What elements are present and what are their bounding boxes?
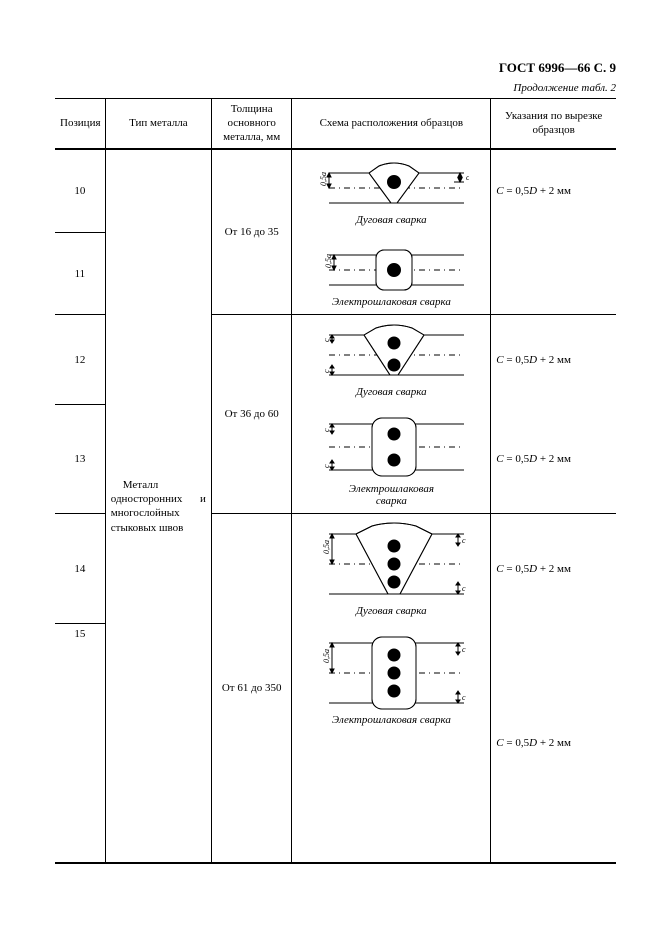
ind-12: C = 0,5D + 2 мм xyxy=(491,315,616,405)
col-type: Тип металла xyxy=(105,99,211,150)
pos-11: 11 xyxy=(55,232,105,315)
weld-label-arc-14: Дуговая сварка xyxy=(311,605,471,617)
scheme-15: 0,5a c c Электрошлаковая сварка xyxy=(292,623,491,863)
svg-text:0,5a: 0,5a xyxy=(322,540,331,554)
weld-label-eslag-13: Электрошлаковая сварка xyxy=(311,483,471,507)
svg-text:c: c xyxy=(322,428,331,432)
metal-type-text: Металл односторонних и многослойных стык… xyxy=(111,478,206,535)
svg-text:0,5a: 0,5a xyxy=(324,254,333,268)
weld-label-arc-10: Дуговая сварка xyxy=(311,214,471,226)
scheme-11: 0,5a Электрошлаковая сварка xyxy=(292,232,491,315)
scheme-12: c c Дуговая сварка xyxy=(292,315,491,405)
weld-eslag-3dot: 0,5a c c Электрошлаковая сварка xyxy=(311,631,471,726)
weld-label-arc-12: Дуговая сварка xyxy=(311,386,471,398)
thick-r1: От 16 до 35 xyxy=(211,149,291,315)
svg-text:c: c xyxy=(462,693,466,702)
weld-arc-3dot-v: 0,5a c c Дуговая сварка xyxy=(311,522,471,617)
weld-label-eslag-11: Электрошлаковая сварка xyxy=(311,296,471,308)
col-pos: Позиция xyxy=(55,99,105,150)
ind-15: C = 0,5D + 2 мм xyxy=(491,623,616,863)
svg-text:0,5a: 0,5a xyxy=(319,172,328,186)
weld-eslag-1dot: 0,5a Электрошлаковая сварка xyxy=(311,240,471,308)
svg-text:c: c xyxy=(462,584,466,593)
svg-text:c: c xyxy=(322,338,331,342)
svg-text:c: c xyxy=(462,645,466,654)
formula-14: C = 0,5D + 2 мм xyxy=(496,563,571,575)
scheme-14: 0,5a c c Дуговая сварка xyxy=(292,514,491,624)
gost-table: Позиция Тип металла Толщина основного ме… xyxy=(55,98,616,864)
ind-10: C = 0,5D + 2 мм xyxy=(491,149,616,232)
scheme-13: c c Электрошлаковая сварка xyxy=(292,404,491,514)
table-caption: Продолжение табл. 2 xyxy=(55,82,616,94)
formula-10: C = 0,5D + 2 мм xyxy=(496,185,571,197)
pos-12: 12 xyxy=(55,315,105,405)
weld-arc-2dot-v: c c Дуговая сварка xyxy=(311,323,471,398)
pos-10: 10 xyxy=(55,149,105,232)
ind-13: C = 0,5D + 2 мм xyxy=(491,404,616,514)
pos-15: 15 xyxy=(55,623,105,863)
pos-13: 13 xyxy=(55,404,105,514)
page-header: ГОСТ 6996—66 С. 9 xyxy=(55,60,616,76)
svg-text:0,5a: 0,5a xyxy=(322,649,331,663)
thick-r2: От 36 до 60 xyxy=(211,315,291,514)
weld-arc-1dot-v: c 0,5a Дуговая сварка xyxy=(311,158,471,226)
weld-label-eslag-15: Электрошлаковая сварка xyxy=(311,714,471,726)
col-thick: Толщина основного металла, мм xyxy=(211,99,291,150)
svg-text:c: c xyxy=(322,369,331,373)
thick-r3: От 61 до 350 xyxy=(211,514,291,864)
formula-15: C = 0,5D + 2 мм xyxy=(496,737,571,749)
svg-text:c: c xyxy=(462,536,466,545)
weld-eslag-2dot: c c Электрошлаковая сварка xyxy=(311,412,471,507)
svg-text:c: c xyxy=(322,464,331,468)
pos-14: 14 xyxy=(55,514,105,624)
ind-14: C = 0,5D + 2 мм xyxy=(491,514,616,624)
formula-13: C = 0,5D + 2 мм xyxy=(496,453,571,465)
scheme-10: c 0,5a Дуговая сварка xyxy=(292,149,491,232)
col-scheme: Схема расположения образцов xyxy=(292,99,491,150)
formula-12: C = 0,5D + 2 мм xyxy=(496,354,571,366)
metal-type-cell: Металл односторонних и многослойных стык… xyxy=(105,149,211,863)
svg-text:c: c xyxy=(466,173,469,182)
col-ind: Указания по вырезке образцов xyxy=(491,99,616,150)
ind-11 xyxy=(491,232,616,315)
